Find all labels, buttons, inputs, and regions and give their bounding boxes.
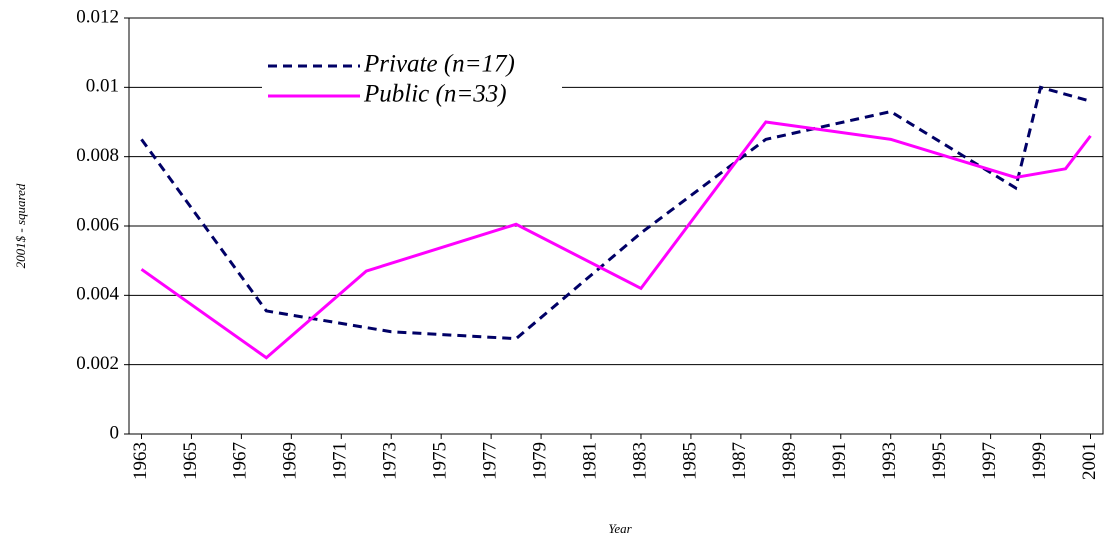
x-tick-label: 1971 xyxy=(330,442,351,480)
x-tick-label: 1989 xyxy=(779,442,800,480)
x-tick-label: 1967 xyxy=(230,442,251,480)
series-line xyxy=(140,120,1092,360)
x-tick-label: 1981 xyxy=(579,442,600,480)
y-tick-label: 0.006 xyxy=(76,214,119,235)
y-axis-label: 2001$ - squared xyxy=(13,183,28,268)
x-tick-label: 1983 xyxy=(629,442,650,480)
y-tick-label: 0 xyxy=(110,422,120,443)
y-tick-label: 0.008 xyxy=(76,145,119,166)
x-tick-label: 1963 xyxy=(130,442,151,480)
y-tick-label: 0.01 xyxy=(86,76,119,97)
y-tick-label: 0.012 xyxy=(76,6,119,27)
legend-label: Private (n=17) xyxy=(363,51,515,78)
x-tick-label: 1993 xyxy=(879,442,900,480)
x-tick-label: 1965 xyxy=(180,442,201,480)
x-tick-label: 1997 xyxy=(979,442,1000,480)
y-tick-label: 0.004 xyxy=(76,284,119,305)
x-tick-label: 1969 xyxy=(280,442,301,480)
legend: Private (n=17) Public (n=33) xyxy=(262,40,562,108)
x-tick-label: 1995 xyxy=(929,442,950,480)
x-tick-label: 1979 xyxy=(529,442,550,480)
legend-label: Public (n=33) xyxy=(363,81,507,108)
plot-frame xyxy=(128,17,1104,435)
x-tick-label: 1987 xyxy=(729,442,750,480)
legend-box xyxy=(262,40,562,102)
x-tick-label: 1977 xyxy=(479,442,500,480)
x-tick-label: 1985 xyxy=(679,442,700,480)
series-line xyxy=(140,85,1091,341)
x-tick-label: 1999 xyxy=(1029,442,1050,480)
x-axis-label: Year xyxy=(608,521,632,536)
x-tick-label: 1991 xyxy=(829,442,850,480)
x-tick-label: 2001 xyxy=(1079,442,1100,480)
x-tick-label: 1975 xyxy=(430,442,451,480)
y-tick-label: 0.002 xyxy=(76,353,119,374)
x-tick-label: 1973 xyxy=(380,442,401,480)
